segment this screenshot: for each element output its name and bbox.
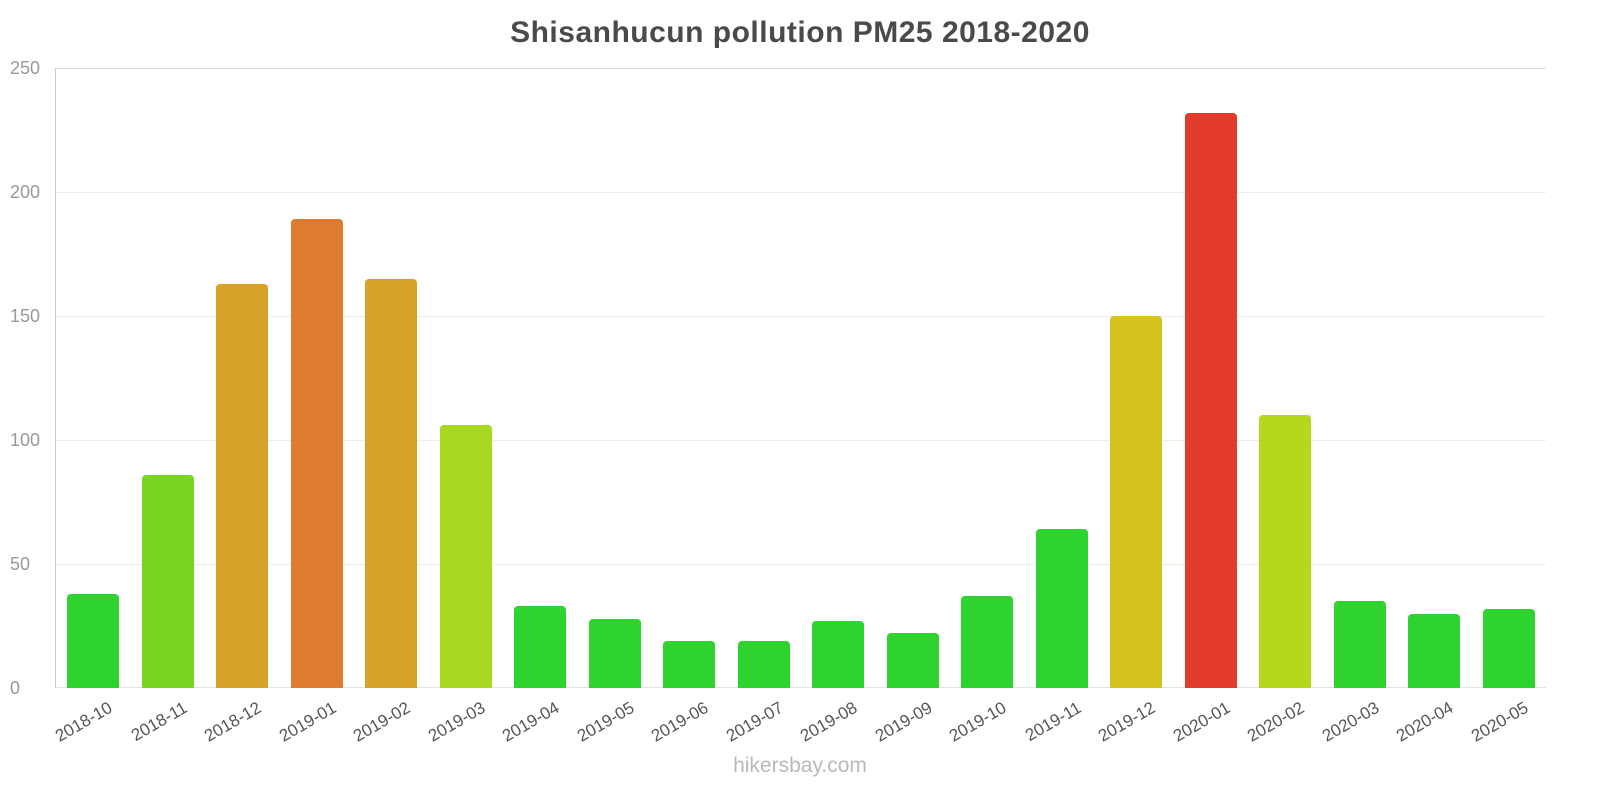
plot-area bbox=[55, 68, 1546, 688]
x-tick-label-2019-05: 2019-05 bbox=[573, 698, 638, 746]
bar-2019-09[interactable] bbox=[886, 633, 939, 688]
bar-2019-08[interactable] bbox=[812, 621, 865, 688]
x-tick-label-2019-08: 2019-08 bbox=[797, 698, 861, 746]
y-tick-label-250: 250 bbox=[10, 58, 41, 78]
bar-2019-06[interactable] bbox=[663, 641, 716, 688]
bar-2019-10[interactable] bbox=[961, 596, 1014, 688]
x-tick-label-2019-02: 2019-02 bbox=[350, 698, 414, 746]
x-tick-label-2020-02: 2020-02 bbox=[1244, 698, 1308, 746]
y-tick-label-100: 100 bbox=[10, 430, 41, 450]
bar-2020-01[interactable] bbox=[1184, 113, 1237, 688]
x-tick-label-2019-07: 2019-07 bbox=[722, 698, 787, 746]
bar-2019-07[interactable] bbox=[737, 641, 790, 688]
bar-2020-05[interactable] bbox=[1482, 609, 1535, 688]
gridline-50 bbox=[56, 564, 1546, 565]
bar-2019-02[interactable] bbox=[365, 279, 418, 688]
bar-2019-04[interactable] bbox=[514, 606, 567, 688]
bar-2019-05[interactable] bbox=[588, 619, 641, 688]
bar-2018-10[interactable] bbox=[67, 594, 120, 688]
bar-2019-11[interactable] bbox=[1035, 529, 1088, 688]
x-tick-label-2019-11: 2019-11 bbox=[1021, 698, 1085, 746]
gridline-150 bbox=[56, 316, 1546, 317]
gridline-200 bbox=[56, 192, 1546, 193]
bar-2019-12[interactable] bbox=[1110, 316, 1163, 688]
bar-2018-11[interactable] bbox=[141, 475, 194, 688]
x-tick-label-2019-03: 2019-03 bbox=[424, 698, 489, 746]
y-tick-label-50: 50 bbox=[10, 554, 31, 574]
x-tick-label-2019-10: 2019-10 bbox=[946, 698, 1010, 746]
y-tick-label-0: 0 bbox=[10, 678, 21, 698]
bar-2020-03[interactable] bbox=[1333, 601, 1386, 688]
x-tick-label-2018-10: 2018-10 bbox=[52, 698, 116, 746]
x-tick-label-2018-12: 2018-12 bbox=[201, 698, 265, 746]
gridline-250 bbox=[56, 68, 1546, 69]
bar-2020-04[interactable] bbox=[1408, 614, 1461, 688]
gridline-100 bbox=[56, 440, 1546, 441]
x-tick-label-2019-12: 2019-12 bbox=[1095, 698, 1159, 746]
x-tick-label-2019-09: 2019-09 bbox=[871, 698, 936, 746]
y-tick-label-200: 200 bbox=[10, 182, 41, 202]
x-tick-label-2019-01: 2019-01 bbox=[275, 698, 340, 746]
gridline-0 bbox=[56, 687, 1546, 688]
x-tick-label-2020-04: 2020-04 bbox=[1393, 698, 1457, 746]
chart-title: Shisanhucun pollution PM25 2018-2020 bbox=[510, 16, 1090, 49]
x-tick-label-2020-05: 2020-05 bbox=[1467, 698, 1532, 746]
watermark-hikersbay: hikersbay.com bbox=[733, 754, 867, 777]
x-tick-label-2019-04: 2019-04 bbox=[499, 698, 563, 746]
x-tick-label-2018-11: 2018-11 bbox=[127, 698, 191, 746]
x-tick-label-2020-03: 2020-03 bbox=[1318, 698, 1383, 746]
x-tick-label-2019-06: 2019-06 bbox=[648, 698, 712, 746]
bar-2020-02[interactable] bbox=[1259, 415, 1312, 688]
y-tick-label-150: 150 bbox=[10, 306, 41, 326]
x-tick-label-2020-01: 2020-01 bbox=[1169, 698, 1234, 746]
bar-2019-01[interactable] bbox=[290, 219, 343, 688]
bar-2019-03[interactable] bbox=[439, 425, 492, 688]
bar-2018-12[interactable] bbox=[216, 284, 269, 688]
